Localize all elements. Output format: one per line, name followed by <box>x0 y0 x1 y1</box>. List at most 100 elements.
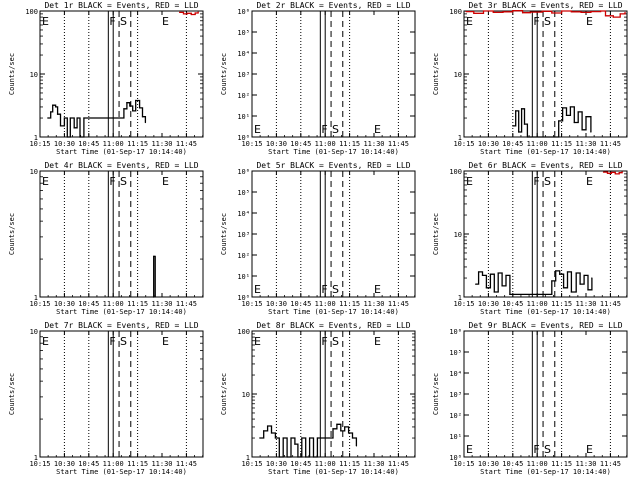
data-point <box>52 104 54 106</box>
panel-det-3: Det 3r BLACK = Events, RED = LLD 10:15 10:… <box>432 1 628 156</box>
data-point <box>575 272 577 274</box>
x-axis-label: Start Time (01-Sep-17 10:14:40) <box>268 468 399 476</box>
panel-title: Det 1r BLACK = Events, RED = LLD <box>44 1 198 10</box>
data-point <box>489 273 491 275</box>
y-axis-label: Counts/sec <box>220 53 228 95</box>
data-point <box>340 430 342 432</box>
data-point <box>47 117 49 119</box>
data-point <box>566 271 569 273</box>
x-tick-label: 11:45 <box>388 140 409 148</box>
x-tick-label: 10:45 <box>290 140 311 148</box>
marker-s: S <box>120 175 127 188</box>
x-tick-label: 10:45 <box>502 140 523 148</box>
data-point <box>551 280 553 282</box>
x-tick-label: 10:15 <box>453 140 474 148</box>
data-point <box>197 11 199 13</box>
panel-title: Det 7r BLACK = Events, RED = LLD <box>44 321 198 330</box>
y-tick-label: 1 <box>34 294 38 302</box>
data-point <box>580 11 582 14</box>
x-tick-label: 10:30 <box>54 300 75 308</box>
panel-title: Det 2r BLACK = Events, RED = LLD <box>256 1 410 10</box>
y-tick-label: 10² <box>449 412 462 420</box>
x-tick-label: 10:45 <box>502 460 523 468</box>
y-axis-label: Counts/sec <box>432 53 440 95</box>
data-point <box>591 277 593 279</box>
panel-det-1: Det 1r BLACK = Events, RED = LLD 10:15 10:… <box>8 1 204 156</box>
data-point <box>126 102 128 104</box>
x-axis-label: Start Time (01-Sep-17 10:14:40) <box>56 468 187 476</box>
marker-f: F <box>533 443 539 456</box>
y-tick-label: 1 <box>34 134 38 142</box>
data-point <box>501 285 503 287</box>
marker-e: E <box>466 15 473 28</box>
marker-e: E <box>586 443 593 456</box>
x-tick-label: 11:45 <box>388 460 409 468</box>
data-point <box>294 443 296 445</box>
marker-s: S <box>544 443 551 456</box>
x-tick-label: 11:15 <box>551 140 572 148</box>
x-tick-label: 11:30 <box>575 460 596 468</box>
data-point <box>502 11 504 13</box>
marker-e: E <box>42 335 49 348</box>
data-point <box>602 171 605 173</box>
x-tick-label: 11:15 <box>127 300 148 308</box>
data-point <box>141 116 144 118</box>
data-point <box>154 296 156 298</box>
data-point <box>73 127 75 129</box>
y-tick-label: 10⁶ <box>237 8 250 16</box>
y-tick-label: 1 <box>34 454 38 462</box>
x-tick-label: 10:30 <box>54 460 75 468</box>
x-tick-label: 11:45 <box>176 140 197 148</box>
x-tick-label: 10:30 <box>266 140 287 148</box>
x-tick-label: 10:15 <box>241 140 262 148</box>
x-tick-label: 10:45 <box>290 460 311 468</box>
data-point <box>132 110 134 112</box>
data-point <box>497 272 499 274</box>
x-tick-label: 11:30 <box>363 300 384 308</box>
x-tick-label: 11:00 <box>103 140 124 148</box>
marker-s: S <box>544 15 551 28</box>
data-point <box>308 437 311 439</box>
marker-e: E <box>254 335 261 348</box>
data-point <box>619 13 621 15</box>
marker-e: E <box>254 123 261 136</box>
y-tick-label: 10⁰ <box>237 134 250 142</box>
x-tick-label: 10:45 <box>502 300 523 308</box>
data-point <box>529 11 531 13</box>
x-tick-label: 10:30 <box>478 140 499 148</box>
data-point <box>570 11 572 13</box>
data-point <box>512 10 514 12</box>
data-point <box>194 12 196 14</box>
panel-title: Det 3r BLACK = Events, RED = LLD <box>468 1 622 10</box>
data-point <box>561 107 564 109</box>
series-events <box>475 270 593 296</box>
x-tick-label: 10:45 <box>290 300 311 308</box>
marker-s: S <box>332 335 339 348</box>
y-tick-label: 1 <box>458 294 462 302</box>
series-events <box>153 255 156 298</box>
marker-e: E <box>162 175 169 188</box>
data-point <box>56 113 59 115</box>
y-tick-label: 10⁶ <box>237 168 250 176</box>
data-point <box>482 10 485 12</box>
x-tick-label: 11:00 <box>315 140 336 148</box>
data-point <box>555 270 557 272</box>
series-events <box>259 423 358 458</box>
x-tick-label: 11:00 <box>527 460 548 468</box>
marker-e: E <box>466 175 473 188</box>
y-tick-label: 10 <box>30 168 38 176</box>
x-tick-label: 10:45 <box>78 140 99 148</box>
marker-f: F <box>109 175 115 188</box>
y-tick-label: 1 <box>246 454 250 462</box>
marker-e: E <box>42 15 49 28</box>
data-point <box>351 437 354 439</box>
x-axis-label: Start Time (01-Sep-17 10:14:40) <box>56 308 187 316</box>
y-tick-label: 10¹ <box>237 113 250 121</box>
data-point <box>523 123 526 125</box>
data-point <box>259 437 261 439</box>
data-point <box>559 273 561 275</box>
data-point <box>270 432 273 434</box>
data-point <box>297 456 299 458</box>
y-tick-label: 10² <box>237 92 250 100</box>
data-point <box>186 12 188 14</box>
